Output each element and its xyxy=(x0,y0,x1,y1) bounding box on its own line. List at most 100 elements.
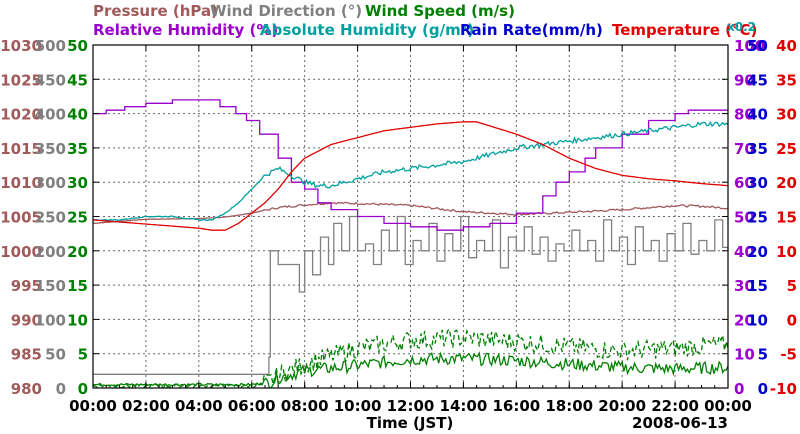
x-tick-label: 00:00 xyxy=(69,397,117,415)
tick-label-temperature: -5 xyxy=(780,346,797,364)
tick-label-pressure: 1015 xyxy=(0,140,42,158)
tick-label-rain_rate: 50 xyxy=(747,37,768,55)
series-pressure-hpa xyxy=(92,201,729,225)
tick-label-pressure: 1010 xyxy=(0,174,42,192)
tick-label-temperature: 30 xyxy=(776,106,797,124)
tick-label-humidity: 10 xyxy=(734,346,755,364)
tick-label-wind_direction: 250 xyxy=(35,209,66,227)
tick-label-wind_direction: 200 xyxy=(35,243,66,261)
tick-label-rain_rate: 30 xyxy=(747,174,768,192)
x-tick-label: 20:00 xyxy=(598,397,646,415)
tick-label-rain_rate: 5 xyxy=(758,346,768,364)
series-wind-direction xyxy=(93,215,729,375)
tick-label-pressure: 985 xyxy=(11,346,42,364)
tick-label-temperature: 40 xyxy=(776,37,797,55)
legend-title-rain-rate-mm-h: Rain Rate(mm/h) xyxy=(460,21,603,39)
x-tick-label: 04:00 xyxy=(175,397,223,415)
grid xyxy=(93,45,728,388)
tick-label-wind_direction: 50 xyxy=(45,346,66,364)
legend-title-wind-speed-m-s: Wind Speed (m/s) xyxy=(365,2,515,20)
tick-label-humidity: 0 xyxy=(734,380,744,398)
tick-label-wind_speed: 35 xyxy=(67,140,88,158)
axes-group: 9809859909951000100510101015102010251030… xyxy=(0,37,797,398)
tick-label-wind_direction: 350 xyxy=(35,140,66,158)
legend-title-wind-direction: Wind Direction (°) xyxy=(210,2,362,20)
tick-label-humidity: 40 xyxy=(734,243,755,261)
tick-label-rain_rate: 0 xyxy=(758,380,768,398)
tick-label-rain_rate: 15 xyxy=(747,277,768,295)
tick-label-wind_speed: 5 xyxy=(78,346,88,364)
x-tick-label: 22:00 xyxy=(651,397,699,415)
x-tick-label: 14:00 xyxy=(440,397,488,415)
tick-label-wind_direction: 100 xyxy=(35,311,66,329)
x-tick-label: 00:00 xyxy=(704,397,752,415)
tick-label-pressure: 1025 xyxy=(0,71,42,89)
tick-label-wind_direction: 450 xyxy=(35,71,66,89)
tick-label-temperature: 0 xyxy=(787,311,797,329)
tick-label-wind_direction: 150 xyxy=(35,277,66,295)
legend-title-absolute-humidity-g-m: Absolute Humidity (g/m³) xyxy=(260,21,474,39)
tick-label-humidity: 30 xyxy=(734,277,755,295)
legend-title-pressure-hpa: Pressure (hPa) xyxy=(93,2,218,20)
tick-label-pressure: 995 xyxy=(11,277,42,295)
tick-label-wind_speed: 40 xyxy=(67,106,88,124)
tick-label-pressure: 1020 xyxy=(0,106,42,124)
x-tick-label: 18:00 xyxy=(545,397,593,415)
tick-label-humidity: 100 xyxy=(734,37,765,55)
tick-label-wind_direction: 300 xyxy=(35,174,66,192)
date-label: 2008-06-13 xyxy=(632,414,728,432)
x-tick-label: 12:00 xyxy=(387,397,435,415)
tick-label-rain_rate: 25 xyxy=(747,209,768,227)
tick-label-pressure: 1000 xyxy=(0,243,42,261)
legend-title-temperature-c: Temperature (°C) xyxy=(612,21,757,39)
tick-label-humidity: 70 xyxy=(734,140,755,158)
tick-label-rain_rate: 35 xyxy=(747,140,768,158)
x-tick-label: 16:00 xyxy=(492,397,540,415)
tick-label-wind_speed: 0 xyxy=(78,380,88,398)
tick-label-wind_direction: 400 xyxy=(35,106,66,124)
chart-title-rows: Pressure (hPa)Wind Direction (°) Wind Spe… xyxy=(93,2,757,39)
tick-label-temperature: 10 xyxy=(776,243,797,261)
series-relative-humidity xyxy=(93,99,728,231)
tick-label-rain_rate: 20 xyxy=(747,243,768,261)
tick-label-humidity: 80 xyxy=(734,106,755,124)
tick-label-temperature: 25 xyxy=(776,140,797,158)
x-tick-label: 02:00 xyxy=(122,397,170,415)
tick-label-wind_speed: 10 xyxy=(67,311,88,329)
x-axis-label: Time (JST) xyxy=(367,414,454,432)
tick-label-temperature: 20 xyxy=(776,174,797,192)
x-tick-label: 06:00 xyxy=(228,397,276,415)
tick-label-rain_rate: 45 xyxy=(747,71,768,89)
tick-label-wind_speed: 45 xyxy=(67,71,88,89)
tick-label-wind_speed: 30 xyxy=(67,174,88,192)
tick-label-pressure: 990 xyxy=(11,311,42,329)
tick-label-wind_speed: 25 xyxy=(67,209,88,227)
series-absolute-humidity-g-m xyxy=(92,121,729,222)
tick-label-wind_direction: 0 xyxy=(56,380,66,398)
tick-label-pressure: 980 xyxy=(11,380,42,398)
tick-label-pressure: 1005 xyxy=(0,209,42,227)
tick-label-temperature: 35 xyxy=(776,71,797,89)
tick-label-humidity: 90 xyxy=(734,71,755,89)
series-wind-speed-m-s-gust xyxy=(92,327,729,389)
tick-label-rain_rate: 10 xyxy=(747,311,768,329)
tick-label-humidity: 60 xyxy=(734,174,755,192)
ah-multiplier-label: x0.2 xyxy=(727,20,756,34)
tick-label-temperature: 5 xyxy=(787,277,797,295)
tick-label-humidity: 50 xyxy=(734,209,755,227)
tick-label-wind_speed: 50 xyxy=(67,37,88,55)
tick-label-temperature: 15 xyxy=(776,209,797,227)
x-tick-label: 08:00 xyxy=(281,397,329,415)
tick-label-temperature: -10 xyxy=(770,380,797,398)
series-group xyxy=(92,99,729,389)
tick-label-pressure: 1030 xyxy=(0,37,42,55)
x-tick-label: 10:00 xyxy=(334,397,382,415)
tick-label-rain_rate: 40 xyxy=(747,106,768,124)
x-axis: 00:00 02:00 04:00 06:00 08:00 10:00 12:00 14:00… xyxy=(69,45,752,432)
tick-label-wind_direction: 500 xyxy=(35,37,66,55)
series-temperature-c xyxy=(92,121,729,231)
tick-label-wind_speed: 20 xyxy=(67,243,88,261)
tick-label-humidity: 20 xyxy=(734,311,755,329)
legend-title-relative-humidity: Relative Humidity (%) xyxy=(93,21,278,39)
